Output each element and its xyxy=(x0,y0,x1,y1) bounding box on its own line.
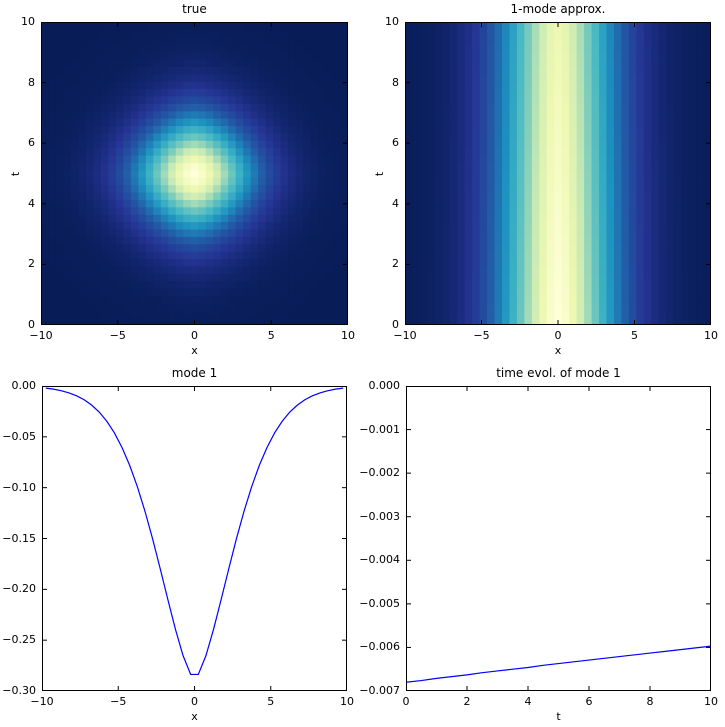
axes-plot-area xyxy=(42,386,347,691)
y-tick-label: −0.006 xyxy=(359,640,400,654)
y-tick-label: 8 xyxy=(392,75,399,89)
panel-one-mode-approx-heatmap: 1-mode approx. t x −10 −5 0 5 10 0 2 4 6 8 10 xyxy=(363,0,725,363)
y-tick-label: 10 xyxy=(385,15,399,28)
axes-plot-area xyxy=(405,22,711,325)
x-axis-label: x xyxy=(554,344,562,357)
y-tick-label: 0 xyxy=(392,318,399,331)
y-tick-label: −0.10 xyxy=(2,480,36,494)
y-tick-label: −0.15 xyxy=(2,531,36,545)
axes-plot-area xyxy=(41,22,348,325)
x-tick-label: −5 xyxy=(109,329,126,342)
y-tick-label: 2 xyxy=(28,257,35,271)
x-tick-label: 10 xyxy=(704,695,718,708)
tick-marks xyxy=(406,386,711,691)
x-tick-label: 0 xyxy=(191,329,198,342)
y-tick-label: 0 xyxy=(28,318,35,331)
plot-title: time evol. of mode 1 xyxy=(496,366,621,380)
panel-time-evolution-line-plot: time evol. of mode 1 t 0 2 4 6 8 10 0.000 −0.00… xyxy=(359,363,725,727)
heatmap-cells xyxy=(41,22,348,325)
y-tick-label: −0.004 xyxy=(359,553,400,567)
panel-mode1-line-plot: mode 1 x −10 −5 0 5 10 0.00 −0.05 −0.10 −0.15 −0.… xyxy=(0,363,363,727)
data-line xyxy=(406,645,711,683)
data-line xyxy=(45,387,344,676)
y-tick-label: 6 xyxy=(392,136,399,150)
x-tick-label: −10 xyxy=(393,329,417,342)
x-tick-label: 10 xyxy=(340,695,354,708)
x-tick-label: 5 xyxy=(267,329,275,342)
axes-border xyxy=(405,22,711,325)
y-tick-label: −0.002 xyxy=(359,466,400,480)
x-tick-label: −10 xyxy=(29,329,53,342)
y-tick-label: 8 xyxy=(28,75,35,89)
x-tick-label: 8 xyxy=(646,695,654,708)
y-axis-label: t xyxy=(373,171,386,176)
y-tick-label: −0.20 xyxy=(2,582,36,596)
y-tick-label: −0.005 xyxy=(359,596,400,610)
plot-title: true xyxy=(182,2,207,16)
y-tick-label: 0.000 xyxy=(368,379,401,392)
x-tick-label: 4 xyxy=(524,695,532,708)
axes-plot-area xyxy=(406,386,711,691)
plot-title: 1-mode approx. xyxy=(510,2,606,16)
axes-border xyxy=(42,386,347,691)
y-tick-label: 2 xyxy=(392,257,399,271)
y-tick-label: −0.25 xyxy=(2,633,36,647)
y-tick-label: −0.30 xyxy=(2,684,36,697)
x-tick-label: −5 xyxy=(110,695,127,708)
plot-title: mode 1 xyxy=(171,366,218,380)
x-tick-label: 5 xyxy=(267,695,275,708)
x-tick-label: 5 xyxy=(631,329,638,342)
x-tick-label: 6 xyxy=(585,695,593,708)
x-tick-label: 10 xyxy=(341,329,355,342)
y-tick-label: 4 xyxy=(28,196,35,210)
y-tick-label: 4 xyxy=(392,196,399,210)
y-tick-label: −0.05 xyxy=(2,429,36,443)
axes-border xyxy=(41,22,348,325)
x-tick-label: 0 xyxy=(191,695,198,708)
axes-border xyxy=(406,386,711,691)
tick-marks xyxy=(42,386,347,691)
y-tick-label: −0.007 xyxy=(359,684,400,697)
y-tick-label: −0.003 xyxy=(359,509,400,523)
y-tick-label: 10 xyxy=(21,15,35,28)
x-axis-label: t xyxy=(556,710,561,723)
y-tick-label: −0.001 xyxy=(359,422,400,436)
heatmap-cells xyxy=(405,22,711,325)
x-axis-label: x xyxy=(191,710,198,723)
x-tick-label: 0 xyxy=(554,329,562,342)
x-tick-label: 10 xyxy=(704,329,718,342)
y-tick-label: 6 xyxy=(28,136,35,150)
x-tick-label: 2 xyxy=(463,695,471,708)
x-axis-label: x xyxy=(191,344,198,357)
x-tick-label: 0 xyxy=(402,695,410,708)
panel-true-heatmap: true t x −10 −5 0 5 10 0 2 4 6 8 10 xyxy=(0,0,363,363)
x-tick-label: −5 xyxy=(473,329,490,342)
y-axis-label: t xyxy=(9,171,22,176)
x-tick-label: −10 xyxy=(30,695,54,708)
y-tick-label: 0.00 xyxy=(11,379,37,392)
